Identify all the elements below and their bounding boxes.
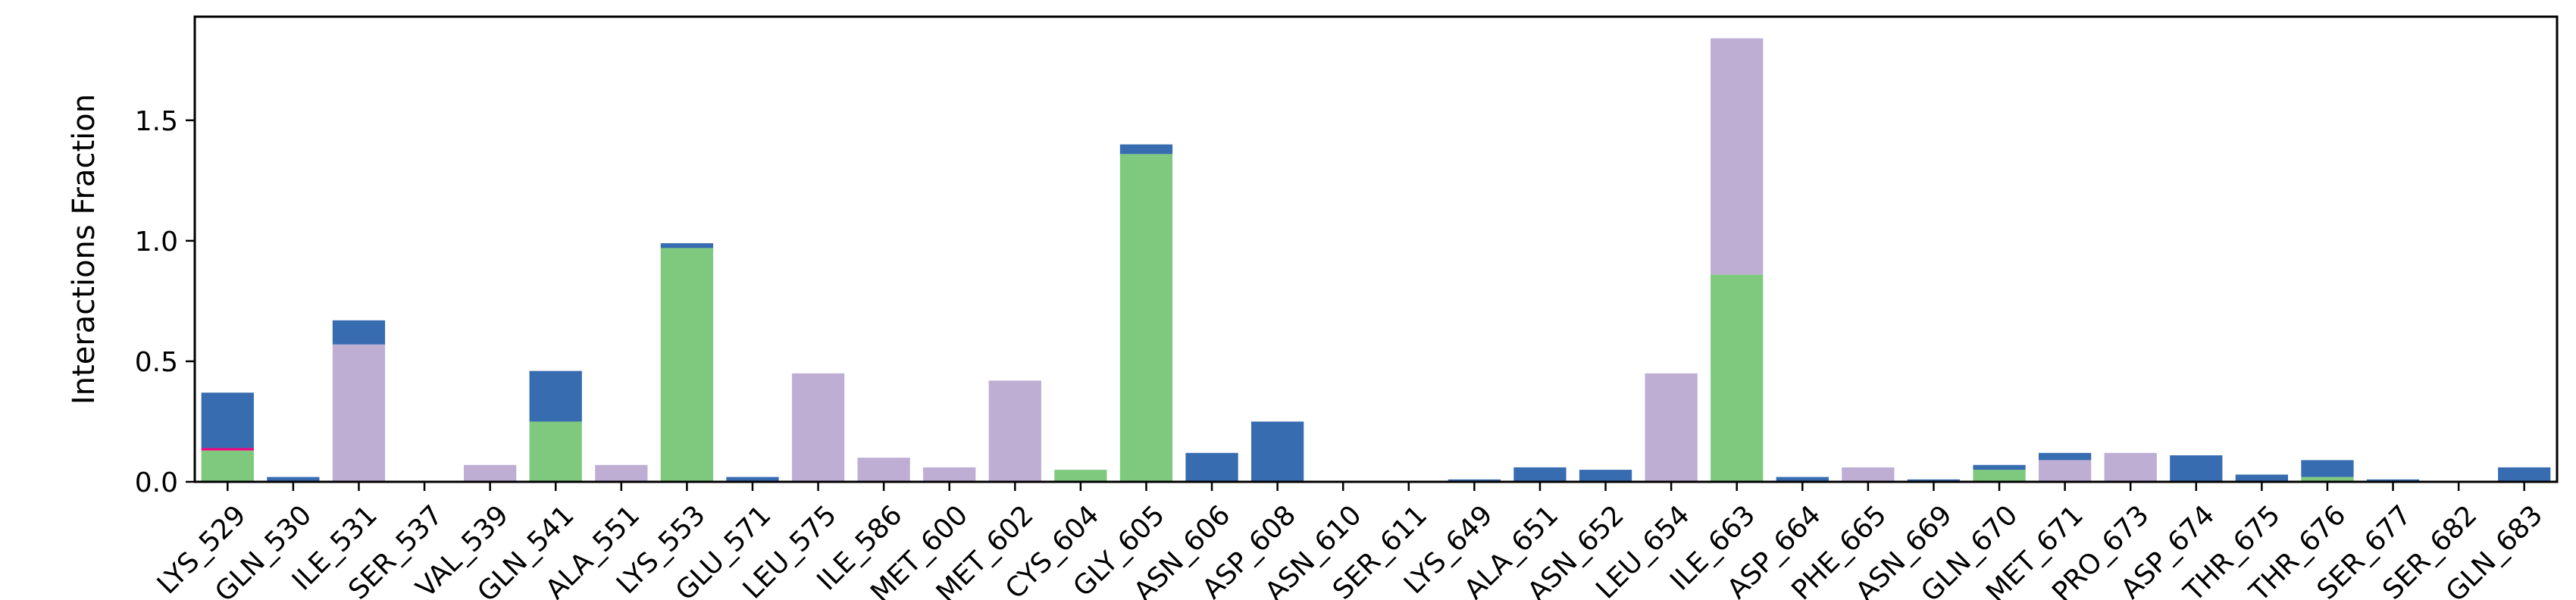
bar-asp-664-seg3 [1776,477,1829,482]
bar-met-671-seg3 [2038,452,2092,461]
y-tick-label: 0.5 [135,347,178,378]
bar-ile-531-seg3 [332,320,386,345]
bar-leu-575-seg2 [791,373,845,482]
bar-ile-586-seg2 [857,458,910,482]
bar-lys-529-seg3 [201,392,254,448]
bar-met-602-seg2 [988,380,1041,482]
bar-thr-676-seg0 [2301,477,2354,482]
bar-gln-541-seg3 [529,370,582,422]
bar-cys-604-seg0 [1054,470,1107,482]
bar-ser-677-seg3 [2366,479,2420,482]
bar-gly-605-seg3 [1119,144,1173,155]
bar-ile-663-seg2 [1711,38,1764,275]
bar-asn-652-seg3 [1579,470,1632,482]
bar-lys-553-seg0 [660,248,714,482]
x-axis: LYS_529GLN_530ILE_531SER_537VAL_539GLN_5… [152,482,2549,600]
bar-gln-670-seg0 [1973,470,2026,482]
bar-ile-663-seg0 [1711,274,1764,482]
bars-layer [201,38,2551,482]
bar-asn-606-seg3 [1185,452,1238,482]
y-tick-label: 0.0 [135,467,178,498]
bar-phe-665-seg2 [1842,467,1895,482]
bar-ile-531-seg2 [332,344,386,482]
y-axis-label: Interactions Fraction [67,94,102,405]
bar-lys-529-seg1 [201,448,254,451]
bar-pro-673-seg2 [2104,452,2157,482]
bar-gly-605-seg0 [1119,154,1173,482]
bar-asn-669-seg3 [1907,479,1961,482]
bar-lys-649-seg3 [1448,479,1501,482]
y-axis: 0.0 0.5 1.0 1.5 [135,106,195,498]
bar-thr-676-seg3 [2301,460,2354,477]
bar-asp-674-seg3 [2170,455,2223,482]
bar-met-600-seg2 [923,467,976,482]
bar-lys-529-seg0 [201,450,254,482]
bar-glu-571-seg3 [726,477,779,482]
bar-gln-670-seg3 [1973,464,2026,470]
bar-met-671-seg2 [2038,460,2092,482]
bar-ala-651-seg3 [1513,467,1567,482]
bar-leu-654-seg2 [1645,373,1698,482]
bar-thr-675-seg3 [2235,474,2289,482]
bar-asp-608-seg3 [1250,421,1304,482]
bar-ala-551-seg2 [595,464,648,482]
bar-val-539-seg2 [463,464,517,482]
bar-gln-541-seg0 [529,421,582,482]
y-tick-label: 1.5 [135,106,178,137]
bar-gln-683-seg3 [2498,467,2551,482]
bar-lys-553-seg3 [660,243,714,248]
y-tick-label: 1.0 [135,227,178,258]
bar-gln-530-seg3 [267,477,320,482]
plot-frame [193,15,2559,483]
